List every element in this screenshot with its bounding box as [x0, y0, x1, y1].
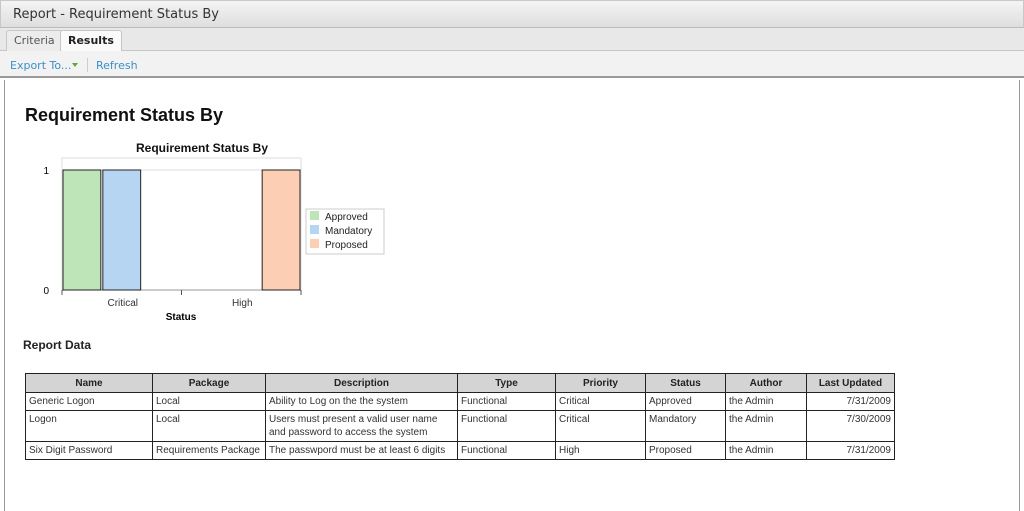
table-cell: Six Digit Password — [25, 441, 153, 460]
legend-label: Approved — [325, 212, 368, 223]
tab-bar: Criteria Results — [0, 28, 1024, 52]
table-cell: The passwpord must be at least 6 digits — [265, 441, 458, 460]
table-cell: 7/30/2009 — [806, 410, 895, 442]
table-row: Generic Logon Local Ability to Log on the … — [25, 392, 895, 411]
table-cell: Proposed — [645, 441, 726, 460]
table-cell: Local — [152, 392, 266, 411]
window-titlebar: Report - Requirement Status By — [0, 0, 1024, 28]
table-cell: 7/31/2009 — [806, 392, 895, 411]
report-title: Requirement Status By — [25, 105, 224, 125]
export-to-button[interactable]: Export To... — [10, 59, 72, 72]
bar-proposed — [261, 169, 301, 291]
legend-swatch — [310, 225, 319, 234]
table-cell: 7/31/2009 — [806, 441, 895, 460]
column-header: Status — [645, 373, 726, 393]
legend-swatch — [310, 211, 319, 220]
report-data-heading: Report Data — [23, 338, 92, 352]
table-cell: Critical — [555, 410, 646, 442]
y-tick-label: 1 — [43, 166, 49, 177]
bar-approved — [62, 169, 102, 291]
table-cell: Users must present a valid user name and… — [265, 410, 458, 442]
dropdown-caret-icon[interactable] — [72, 63, 78, 67]
chart-title: Requirement Status By — [136, 141, 268, 155]
table-cell: High — [555, 441, 646, 460]
table-cell: Logon — [25, 410, 153, 442]
table-cell: Requirements Package — [152, 441, 266, 460]
table-cell: Functional — [457, 441, 556, 460]
table-cell: Critical — [555, 392, 646, 411]
bar-mandatory — [102, 169, 142, 291]
table-cell: the Admin — [725, 441, 807, 460]
refresh-button[interactable]: Refresh — [96, 59, 138, 72]
table-row: Six Digit Password Requirements Package Th… — [25, 441, 895, 460]
column-header: Name — [25, 373, 153, 393]
table-cell: Mandatory — [645, 410, 726, 442]
legend-label: Proposed — [325, 240, 368, 251]
table-cell: Local — [152, 410, 266, 442]
column-header: Package — [152, 373, 266, 393]
table-cell: Functional — [457, 392, 556, 411]
toolbar: Export To... Refresh — [0, 51, 1024, 78]
toolbar-divider — [87, 58, 88, 72]
column-header: Last Updated — [806, 373, 895, 393]
plot-area — [61, 157, 302, 291]
column-header: Author — [725, 373, 807, 393]
table-cell: Approved — [645, 392, 726, 411]
table-row: Logon Local Users must present a valid use… — [25, 410, 895, 442]
window-title: Report - Requirement Status By — [13, 7, 219, 22]
table-cell: the Admin — [725, 392, 807, 411]
tab-results[interactable]: Results — [60, 30, 122, 52]
column-header: Type — [457, 373, 556, 393]
table-cell: Functional — [457, 410, 556, 442]
column-header: Description — [265, 373, 458, 393]
table-cell: Generic Logon — [25, 392, 153, 411]
column-header: Priority — [555, 373, 646, 393]
table-cell: Ability to Log on the the system — [265, 392, 458, 411]
x-axis-title: Status — [166, 312, 197, 323]
x-tick-label: Critical — [107, 298, 138, 309]
x-tick-label: High — [232, 298, 253, 309]
legend-label: Mandatory — [325, 226, 372, 237]
y-tick-label: 0 — [43, 286, 49, 297]
report-data-table: Name Package Description Type Priority Status… — [25, 373, 895, 460]
table-cell: the Admin — [725, 410, 807, 442]
legend-swatch — [310, 239, 319, 248]
